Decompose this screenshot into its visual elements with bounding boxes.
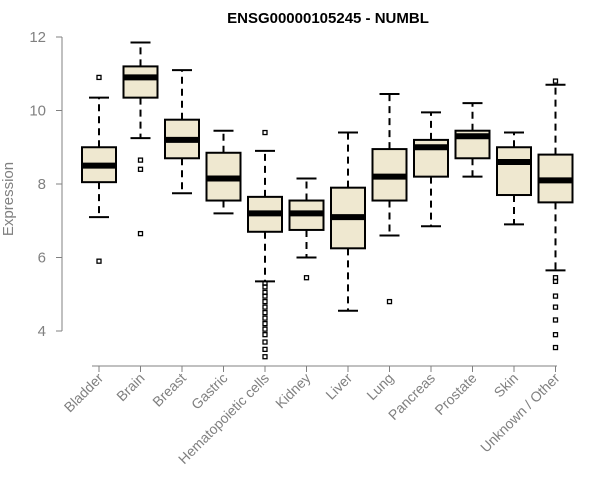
outlier-point (303, 275, 310, 281)
outlier-point (552, 304, 559, 310)
y-tick-label: 6 (38, 250, 46, 267)
outlier-point (552, 344, 559, 351)
outlier-point (137, 166, 144, 172)
iqr-box (122, 65, 159, 99)
outlier-point (137, 157, 144, 163)
outlier-point (552, 332, 559, 338)
outlier-point (262, 326, 268, 332)
outlier-point (262, 304, 268, 310)
y-tick-label: 4 (38, 323, 46, 340)
y-tick-label: 8 (38, 176, 46, 193)
outlier-point (552, 275, 559, 281)
iqr-box (496, 146, 532, 197)
outlier-point (262, 309, 268, 316)
box-12 (537, 78, 574, 351)
box-11 (496, 131, 532, 226)
x-tick-label: Kidney (272, 370, 314, 412)
outlier-point (262, 298, 268, 305)
y-axis-ticks: 4 6 8 10 12 (29, 29, 62, 340)
box-8 (371, 92, 408, 305)
y-tick-label: 12 (29, 29, 46, 46)
outlier-point (262, 289, 268, 296)
outlier-point (137, 230, 144, 237)
outlier-point (552, 293, 559, 299)
outlier-point (262, 280, 268, 286)
box-2 (122, 41, 159, 237)
outlier-point (262, 354, 268, 360)
x-tick-label: Brain (113, 370, 147, 404)
x-tick-label: Bladder (61, 370, 107, 416)
box-9 (413, 111, 449, 228)
outlier-point (262, 129, 268, 136)
box-3 (164, 69, 200, 195)
box-10 (454, 102, 491, 178)
outlier-point (262, 320, 268, 327)
x-tick-label: Prostate (431, 370, 479, 418)
outlier-point (386, 298, 393, 305)
outlier-point (262, 315, 268, 321)
outlier-point (552, 78, 559, 84)
x-tick-label: Skin (491, 370, 522, 401)
outlier-point (262, 332, 268, 338)
y-tick-label: 10 (29, 103, 46, 120)
x-tick-label: Lung (363, 370, 396, 403)
outlier-point (262, 346, 268, 353)
box-4 (205, 129, 242, 215)
chart-title: ENSG00000105245 - NUMBL (227, 10, 429, 27)
box-6 (288, 177, 325, 281)
box-5 (247, 129, 283, 360)
box-1 (81, 74, 117, 264)
x-tick-label: Breast (149, 370, 189, 410)
box-7 (330, 131, 366, 312)
outlier-point (96, 258, 102, 264)
boxes-group (81, 41, 574, 360)
y-axis-label: Expression (0, 162, 17, 236)
outlier-point (552, 317, 559, 323)
outlier-point (262, 339, 268, 345)
outlier-point (96, 74, 102, 81)
x-tick-label: Liver (322, 370, 355, 403)
x-tick-label: Unknown / Other (477, 370, 563, 456)
